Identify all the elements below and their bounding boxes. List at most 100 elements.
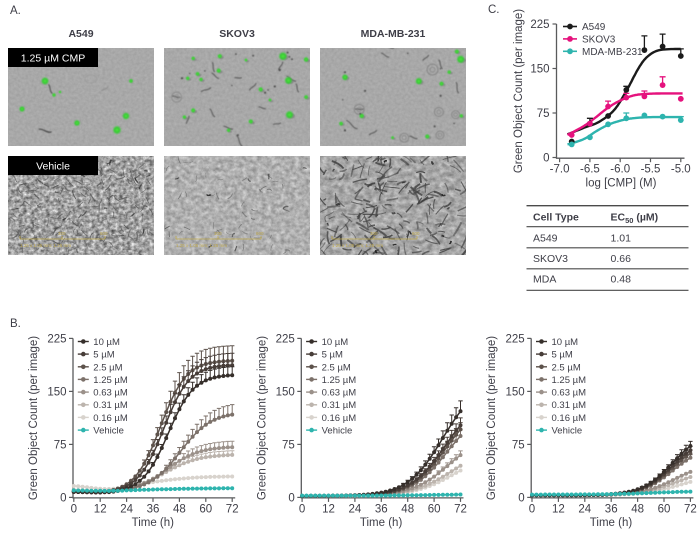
svg-text:A.: A. xyxy=(10,5,21,17)
svg-text:A549: A549 xyxy=(533,232,558,244)
svg-text:1.25 x 1.05 mm; 1.25 mm: 1.25 x 1.05 mm; 1.25 mm xyxy=(332,243,383,248)
svg-text:0.31 µM: 0.31 µM xyxy=(552,400,587,411)
svg-text:5 µM: 5 µM xyxy=(93,350,114,361)
svg-text:1.25 µM: 1.25 µM xyxy=(322,375,357,386)
svg-text:150: 150 xyxy=(47,386,66,398)
svg-text:72: 72 xyxy=(684,504,697,516)
svg-text:Vehicle: Vehicle xyxy=(93,426,124,437)
svg-text:36: 36 xyxy=(147,504,160,516)
svg-text:1.25 µM: 1.25 µM xyxy=(93,375,128,386)
svg-text:150: 150 xyxy=(530,64,549,76)
svg-text:24: 24 xyxy=(120,504,133,516)
svg-text:Green Object Count (per image): Green Object Count (per image) xyxy=(486,336,498,500)
svg-text:150: 150 xyxy=(276,386,295,398)
svg-text:Time (h): Time (h) xyxy=(360,517,403,529)
svg-text:60: 60 xyxy=(658,504,671,516)
svg-text:12: 12 xyxy=(94,504,107,516)
svg-text:0.63 µM: 0.63 µM xyxy=(322,388,357,399)
svg-text:48: 48 xyxy=(401,504,414,516)
svg-text:75: 75 xyxy=(537,108,550,120)
svg-text:24: 24 xyxy=(578,504,591,516)
svg-text:2.5 µM: 2.5 µM xyxy=(322,362,351,373)
svg-text:5 µM: 5 µM xyxy=(322,350,343,361)
svg-text:Time (h): Time (h) xyxy=(132,517,175,529)
svg-text:12: 12 xyxy=(552,504,565,516)
svg-text:MDA-MB-231: MDA-MB-231 xyxy=(361,28,426,40)
svg-text:75: 75 xyxy=(54,439,67,451)
svg-text:0.31 µM: 0.31 µM xyxy=(322,400,357,411)
svg-text:10 µM: 10 µM xyxy=(552,337,579,348)
svg-text:-5.5: -5.5 xyxy=(641,164,661,176)
svg-text:0.16 µM: 0.16 µM xyxy=(322,413,357,424)
svg-text:225: 225 xyxy=(276,333,295,345)
svg-text:150: 150 xyxy=(506,386,525,398)
svg-text:48: 48 xyxy=(173,504,186,516)
svg-text:A549: A549 xyxy=(68,28,93,40)
svg-text:-6.0: -6.0 xyxy=(610,164,630,176)
svg-text:MDA: MDA xyxy=(533,274,556,286)
svg-text:72: 72 xyxy=(454,504,467,516)
svg-text:SKOV3: SKOV3 xyxy=(219,28,255,40)
svg-text:Vehicle: Vehicle xyxy=(322,426,353,437)
svg-text:5 µM: 5 µM xyxy=(552,350,573,361)
svg-text:2.5 µM: 2.5 µM xyxy=(93,362,122,373)
svg-text:300: 300 xyxy=(370,231,378,236)
svg-text:2.5 µM: 2.5 µM xyxy=(552,362,581,373)
svg-text:60: 60 xyxy=(199,504,212,516)
svg-text:0.63 µM: 0.63 µM xyxy=(93,388,128,399)
svg-text:0.48: 0.48 xyxy=(611,274,632,286)
svg-text:0.63 µM: 0.63 µM xyxy=(552,388,587,399)
svg-text:0.31 µM: 0.31 µM xyxy=(93,400,128,411)
svg-text:0: 0 xyxy=(60,492,66,504)
svg-text:SKOV3: SKOV3 xyxy=(533,253,568,265)
svg-text:300: 300 xyxy=(214,231,222,236)
svg-text:48: 48 xyxy=(631,504,644,516)
svg-text:-5.0: -5.0 xyxy=(671,164,691,176)
svg-text:SKOV3: SKOV3 xyxy=(582,34,616,45)
svg-text:1.25 µM: 1.25 µM xyxy=(552,375,587,386)
svg-text:EC50 (µM): EC50 (µM) xyxy=(611,212,659,226)
svg-text:1.01: 1.01 xyxy=(611,232,632,244)
svg-text:225: 225 xyxy=(530,19,549,31)
svg-text:log [CMP] (M): log [CMP] (M) xyxy=(586,178,657,190)
svg-text:Cell Type: Cell Type xyxy=(533,212,579,224)
svg-text:600: 600 xyxy=(100,231,108,236)
svg-text:-6.5: -6.5 xyxy=(580,164,600,176)
svg-text:0.16 µM: 0.16 µM xyxy=(93,413,128,424)
svg-text:Vehicle: Vehicle xyxy=(36,161,70,173)
svg-text:72: 72 xyxy=(226,504,239,516)
svg-text:60: 60 xyxy=(428,504,441,516)
svg-text:10 µM: 10 µM xyxy=(93,337,120,348)
svg-text:0: 0 xyxy=(518,492,524,504)
svg-text:0: 0 xyxy=(299,504,305,516)
svg-text:1.25 x 1.05 mm; 1.25 mm: 1.25 x 1.05 mm; 1.25 mm xyxy=(176,243,227,248)
svg-text:Time (h): Time (h) xyxy=(590,517,633,529)
svg-text:600: 600 xyxy=(412,231,420,236)
svg-text:MDA-MB-231: MDA-MB-231 xyxy=(582,47,643,58)
svg-text:Green Object Count (per image): Green Object Count (per image) xyxy=(28,336,40,500)
svg-text:C.: C. xyxy=(488,4,500,16)
svg-text:600: 600 xyxy=(256,231,264,236)
svg-text:B.: B. xyxy=(10,318,21,330)
svg-text:36: 36 xyxy=(375,504,388,516)
svg-text:75: 75 xyxy=(282,439,295,451)
svg-text:225: 225 xyxy=(506,333,525,345)
svg-text:10 µM: 10 µM xyxy=(322,337,349,348)
svg-text:1.25 µM CMP: 1.25 µM CMP xyxy=(21,53,85,65)
svg-text:0.16 µM: 0.16 µM xyxy=(552,413,587,424)
svg-text:Green Object Count (per image): Green Object Count (per image) xyxy=(256,336,268,500)
svg-text:Vehicle: Vehicle xyxy=(552,426,583,437)
svg-text:0.66: 0.66 xyxy=(611,253,632,265)
svg-text:75: 75 xyxy=(512,439,525,451)
svg-text:24: 24 xyxy=(349,504,362,516)
svg-text:A549: A549 xyxy=(582,22,606,33)
svg-text:0: 0 xyxy=(529,504,535,516)
svg-text:1.25 x 1.05 mm; 1.25 mm: 1.25 x 1.05 mm; 1.25 mm xyxy=(20,243,71,248)
svg-text:0: 0 xyxy=(71,504,77,516)
svg-text:225: 225 xyxy=(47,333,66,345)
svg-text:Green Object Count (per image): Green Object Count (per image) xyxy=(513,9,525,173)
svg-text:12: 12 xyxy=(322,504,335,516)
svg-text:300: 300 xyxy=(58,231,66,236)
svg-text:0: 0 xyxy=(288,492,294,504)
svg-text:36: 36 xyxy=(605,504,618,516)
